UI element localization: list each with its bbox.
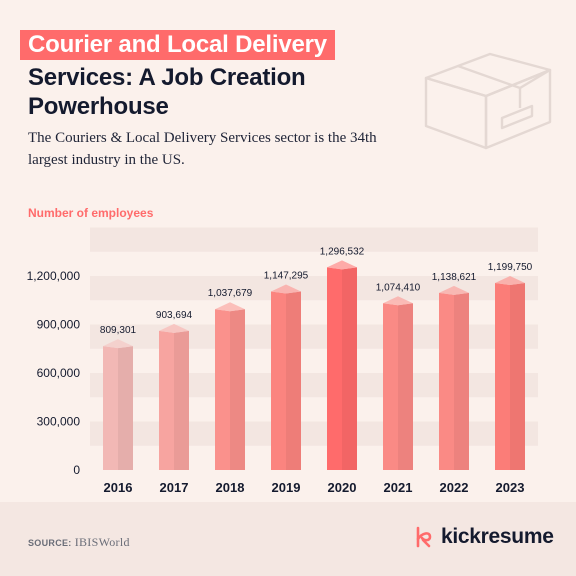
y-tick-label: 900,000 — [37, 318, 81, 332]
data-label-2016: 809,301 — [100, 325, 137, 336]
data-label-2023: 1,199,750 — [488, 262, 533, 273]
brand: kickresume — [412, 525, 554, 549]
subtitle: The Couriers & Local Delivery Services s… — [28, 130, 377, 168]
bar-2023 — [495, 276, 525, 470]
x-tick-label: 2022 — [440, 480, 469, 495]
x-tick-label: 2019 — [272, 480, 301, 495]
data-label-2021: 1,074,410 — [376, 282, 421, 293]
bar-2022 — [439, 285, 469, 470]
kickresume-logo-icon — [416, 526, 432, 548]
grid-band — [90, 421, 538, 446]
bar-2018 — [215, 302, 245, 470]
y-tick-label: 600,000 — [37, 366, 81, 380]
x-tick-label: 2021 — [384, 480, 413, 495]
source-label: SOURCE: — [28, 538, 72, 548]
data-label-2018: 1,037,679 — [208, 288, 253, 299]
x-tick-label: 2016 — [104, 480, 133, 495]
grid-band — [90, 227, 538, 252]
x-tick-label: 2020 — [328, 480, 357, 495]
x-tick-label: 2017 — [160, 480, 189, 495]
data-label-2017: 903,694 — [156, 310, 193, 321]
cardboard-box-icon — [424, 52, 552, 150]
data-label-2019: 1,147,295 — [264, 271, 309, 282]
bar-2019 — [271, 284, 301, 470]
bar-2016 — [103, 339, 133, 470]
y-tick-label: 1,200,000 — [27, 269, 81, 283]
data-label-2022: 1,138,621 — [432, 272, 477, 283]
brand-name: kickresume — [441, 525, 554, 548]
bar-chart: 0 300,000 600,000 900,000 1,200,000 2016 2017… — [27, 227, 538, 495]
y-axis-title: Number of employees — [28, 206, 154, 220]
source-value: IBISWorld — [74, 535, 130, 549]
y-tick-label: 0 — [73, 463, 80, 477]
x-tick-label: 2023 — [496, 480, 525, 495]
bar-2020 — [327, 260, 357, 470]
title-line-1: Courier and Local Delivery — [20, 30, 335, 60]
source-note: SOURCE: IBISWorld — [28, 535, 130, 550]
footer — [0, 502, 576, 576]
y-tick-label: 300,000 — [37, 415, 81, 429]
grid-band — [90, 373, 538, 398]
bar-2017 — [159, 323, 189, 470]
x-tick-label: 2018 — [216, 480, 245, 495]
grid-band — [90, 324, 538, 349]
bar-2021 — [383, 296, 413, 470]
title-line-2: Services: A Job Creation Powerhouse — [28, 64, 306, 120]
data-label-2020: 1,296,532 — [320, 246, 365, 257]
